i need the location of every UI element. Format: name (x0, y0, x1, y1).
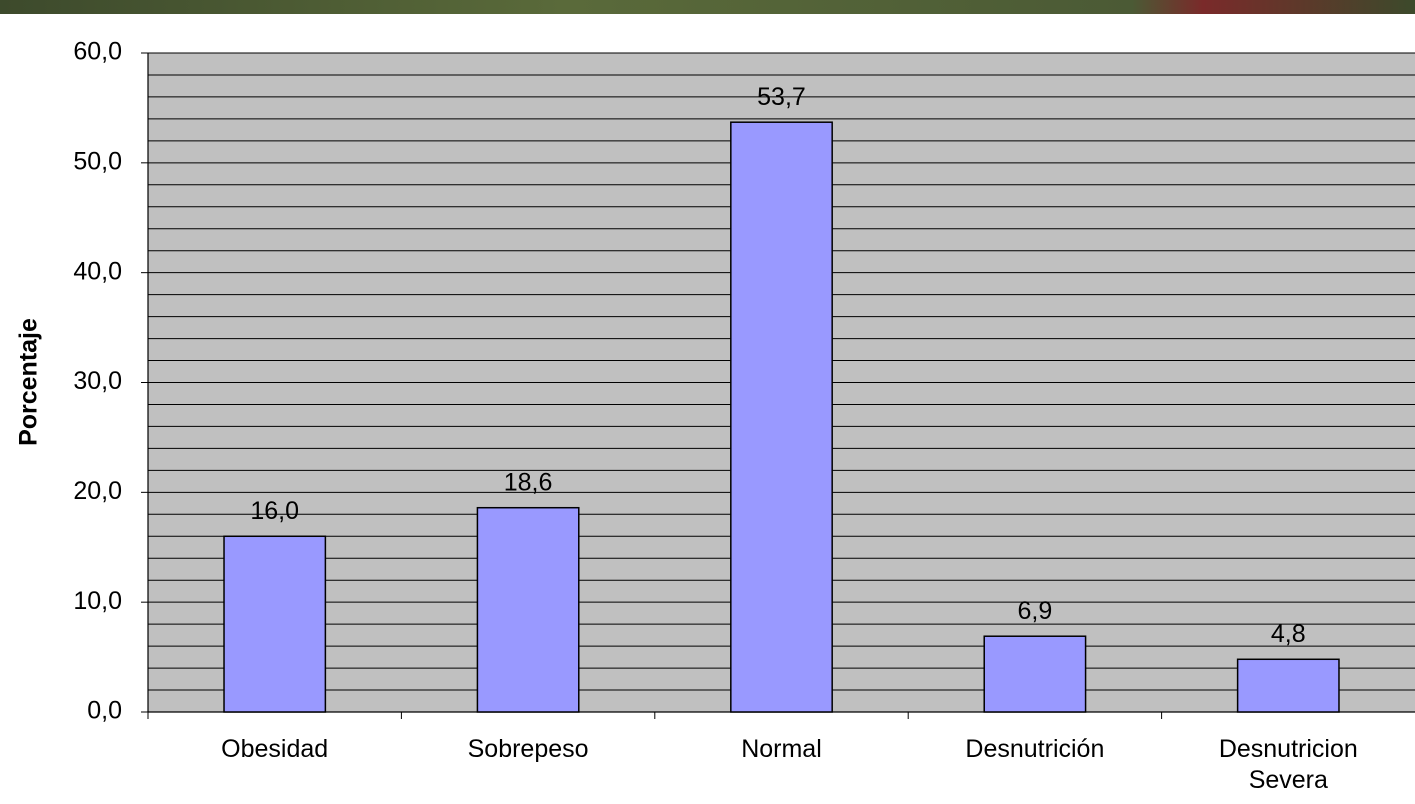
y-tick-label: 60,0 (73, 38, 122, 66)
x-tick-label: Sobrepeso (467, 735, 589, 763)
y-tick-label: 50,0 (73, 147, 122, 175)
x-tick-label: Normal (741, 735, 822, 763)
data-label: 16,0 (250, 497, 299, 525)
y-tick-label: 0,0 (87, 697, 122, 725)
bar (730, 121, 833, 713)
y-tick-label: 30,0 (73, 367, 122, 395)
header-photo-strip (0, 0, 1415, 14)
data-label: 18,6 (504, 468, 553, 496)
data-label: 53,7 (757, 83, 806, 111)
y-axis-label: Porcentaje (15, 318, 43, 446)
x-tick-label: Obesidad (221, 735, 329, 763)
bar (476, 506, 580, 713)
x-tick-label: Desnutrición (965, 735, 1105, 763)
bar (983, 635, 1087, 713)
data-label: 6,9 (1018, 597, 1053, 625)
bar (1236, 658, 1340, 713)
data-label: 4,8 (1271, 620, 1306, 648)
y-tick-label: 40,0 (73, 257, 122, 285)
y-tick-label: 10,0 (73, 587, 122, 615)
bar (223, 535, 327, 713)
y-tick-label: 20,0 (73, 477, 122, 505)
x-tick-label: Desnutricion Severa (1218, 735, 1358, 794)
